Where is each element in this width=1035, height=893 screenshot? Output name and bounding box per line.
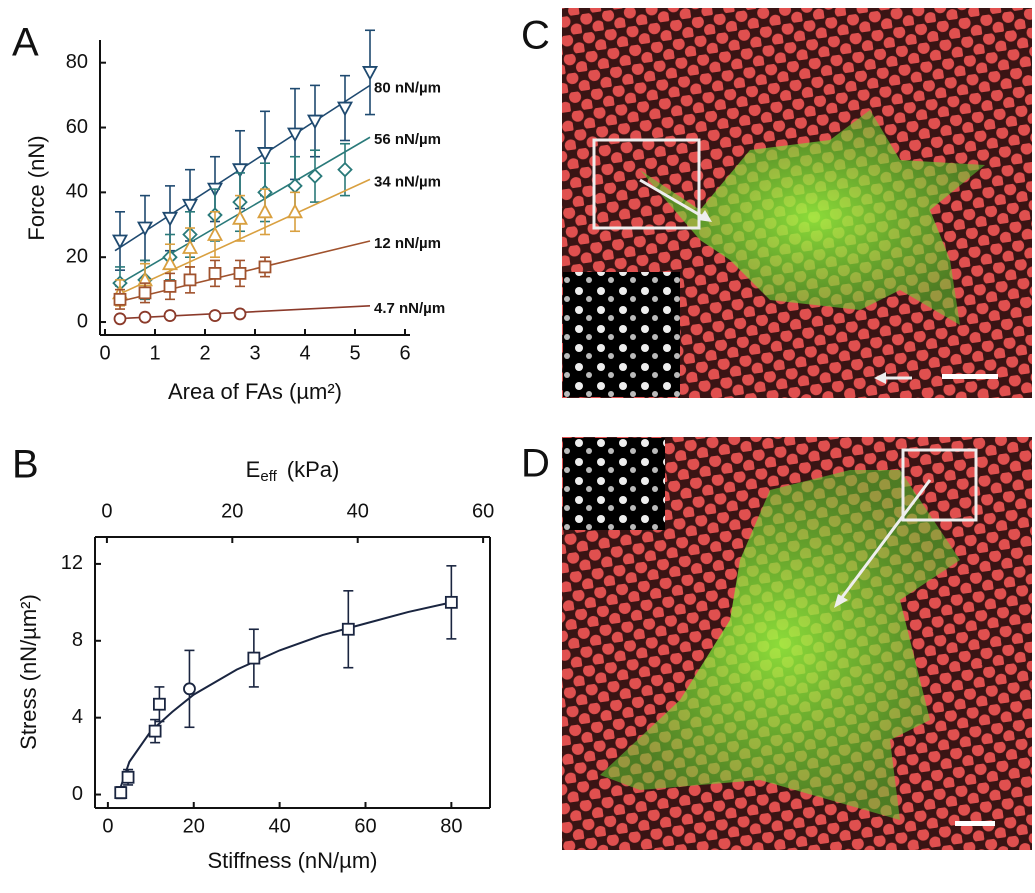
x-tick-label: 3 xyxy=(249,342,260,364)
marker xyxy=(337,161,353,178)
title-part: (kPa) xyxy=(287,457,340,482)
fit-line xyxy=(114,136,371,288)
marker xyxy=(114,786,128,800)
x-tick-label: 1 xyxy=(149,342,160,364)
x-axis-title: Stiffness (nN/µm) xyxy=(208,848,378,873)
marker xyxy=(138,310,152,324)
x-tick-label: 20 xyxy=(183,815,205,837)
image-d xyxy=(562,437,1032,850)
marker xyxy=(233,267,247,280)
marker xyxy=(247,651,261,665)
y-tick-label: 40 xyxy=(66,181,88,203)
x2-tick-label: 40 xyxy=(347,500,369,522)
marker xyxy=(287,178,303,194)
x-tick-label: 5 xyxy=(349,342,360,364)
marker xyxy=(258,260,272,274)
marker xyxy=(286,127,304,143)
fit-line xyxy=(119,601,452,788)
x-tick-label: 4 xyxy=(299,342,310,364)
marker xyxy=(231,209,249,225)
marker xyxy=(111,234,129,250)
y-axis-title: Stress (nN/µm²) xyxy=(16,594,41,750)
line-annotation: 12 nN/µm xyxy=(374,235,441,252)
fit-line xyxy=(114,178,371,297)
marker xyxy=(181,198,199,214)
marker xyxy=(183,273,197,287)
marker xyxy=(121,770,135,784)
marker xyxy=(286,203,304,219)
x-axis-title: Area of FAs (µm²) xyxy=(168,379,342,404)
x-tick-label: 60 xyxy=(354,815,376,837)
marker xyxy=(208,267,222,280)
marker xyxy=(163,279,177,293)
y-tick-label: 80 xyxy=(66,51,88,73)
title-part: E xyxy=(246,457,261,482)
panel-label: C xyxy=(521,14,550,58)
y-tick-label: 4 xyxy=(72,706,83,728)
marker xyxy=(208,309,222,322)
image-c xyxy=(562,8,1032,398)
y-tick-label: 8 xyxy=(72,629,83,651)
marker xyxy=(307,168,323,184)
marker xyxy=(181,239,199,254)
line-annotation: 34 nN/µm xyxy=(374,173,441,190)
line-annotation: 80 nN/µm xyxy=(374,79,441,96)
marker xyxy=(163,309,177,322)
marker xyxy=(113,292,127,306)
marker xyxy=(113,312,127,326)
x-tick-label: 80 xyxy=(440,815,462,837)
marker xyxy=(206,226,224,241)
panel-label: D xyxy=(521,442,550,486)
marker xyxy=(153,697,166,711)
title-part: eff xyxy=(260,468,277,485)
y-tick-label: 12 xyxy=(61,552,83,574)
x-tick-label: 0 xyxy=(102,815,113,837)
marker xyxy=(256,203,274,219)
marker xyxy=(231,163,249,179)
y-tick-label: 20 xyxy=(66,245,88,267)
marker xyxy=(233,307,247,321)
x2-tick-label: 60 xyxy=(472,500,494,522)
line-annotation: 56 nN/µm xyxy=(374,131,441,148)
panel-label: B xyxy=(12,443,39,487)
marker xyxy=(161,211,179,227)
marker xyxy=(256,147,274,162)
x-tick-label: 6 xyxy=(399,342,410,364)
y-axis-title: Force (nN) xyxy=(24,135,49,240)
marker xyxy=(336,101,354,117)
x-tick-label: 0 xyxy=(99,342,110,364)
marker xyxy=(148,724,162,738)
marker xyxy=(341,622,355,636)
panel-label: A xyxy=(12,21,39,65)
y-tick-label: 60 xyxy=(66,116,88,138)
marker xyxy=(136,221,154,237)
x-tick-label: 2 xyxy=(199,342,210,364)
marker xyxy=(183,682,196,696)
marker xyxy=(138,286,152,300)
x2-tick-label: 20 xyxy=(221,500,243,522)
y-tick-label: 0 xyxy=(77,310,88,332)
marker xyxy=(161,255,179,271)
x2-axis-title: Eeff (kPa) xyxy=(246,457,340,485)
line-annotation: 4.7 nN/µm xyxy=(374,300,445,317)
marker xyxy=(444,595,458,609)
y-tick-label: 0 xyxy=(72,783,83,805)
x2-tick-label: 0 xyxy=(101,500,112,522)
marker xyxy=(361,66,379,81)
x-tick-label: 40 xyxy=(268,815,290,837)
marker xyxy=(306,114,324,130)
